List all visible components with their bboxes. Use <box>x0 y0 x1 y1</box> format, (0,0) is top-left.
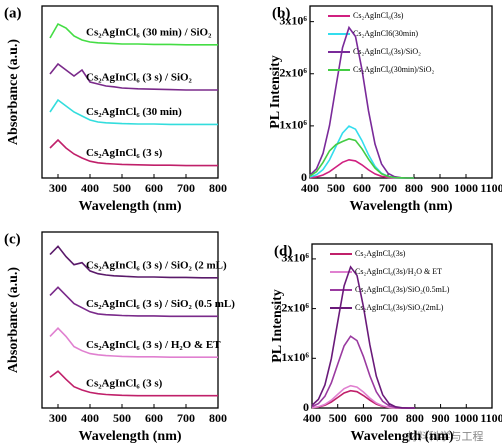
series-label: Cs₂AgInCl₆ (30 min) <box>86 106 182 118</box>
plot-frame <box>41 5 219 179</box>
x-tick-label: 800 <box>405 181 423 195</box>
x-tick-label: 400 <box>301 181 319 195</box>
series-line <box>49 370 218 397</box>
y-tick-label: 0 <box>301 170 307 184</box>
series-line <box>49 245 218 279</box>
legend-label: Cs₂AgInCl₆(30min)/SiO₂ <box>353 65 434 74</box>
legend-label: Cs₂AgInCl6(30min) <box>353 29 418 38</box>
legend-label: Cs₂AgInCl₆(3s)/SiO₂(0.5mL) <box>355 285 450 294</box>
x-axis-label: Wavelength (nm) <box>350 429 453 444</box>
series-line <box>309 138 414 179</box>
series-line <box>49 327 218 358</box>
x-axis-label: Wavelength (nm) <box>78 199 181 214</box>
series-line <box>49 286 218 318</box>
y-tick-label: 3x10⁶ <box>279 13 307 27</box>
series-label: Cs₂AgInCl₆ (3 s) <box>86 147 163 159</box>
x-tick-label: 600 <box>353 181 371 195</box>
x-tick-label: 900 <box>432 411 450 425</box>
panel-label: (d) <box>274 243 292 259</box>
series-line <box>49 62 218 91</box>
series-line <box>309 125 414 179</box>
x-tick-label: 300 <box>49 411 67 425</box>
series-line <box>49 138 218 167</box>
legend-label: Cs₂AgInCl₆(3s)/SiO₂(2mL) <box>355 303 444 312</box>
x-tick-label: 1000 <box>454 181 478 195</box>
x-tick-label: 500 <box>113 411 131 425</box>
x-tick-label: 400 <box>303 411 321 425</box>
x-tick-label: 900 <box>431 181 449 195</box>
x-tick-label: 600 <box>354 411 372 425</box>
legend-label: Cs₂AgInCl₆(3s)/H₂O & ET <box>355 267 442 276</box>
x-tick-label: 400 <box>81 181 99 195</box>
series-line <box>49 22 218 46</box>
x-tick-label: 500 <box>113 181 131 195</box>
legend-label: Cs₂AgInCl₆(3s)/SiO₂ <box>353 47 421 56</box>
y-axis-label: PL Intensity <box>268 55 283 129</box>
y-axis-label: Absorbance (a.u.) <box>6 39 21 146</box>
panel-label: (c) <box>4 231 21 247</box>
series-label: Cs₂AgInCl₆ (3 s) / H₂O & ET <box>86 339 221 351</box>
watermark: 材料科学与工程 <box>407 429 484 443</box>
panel-label: (a) <box>4 5 22 21</box>
x-tick-label: 700 <box>177 411 195 425</box>
series-line <box>49 98 218 126</box>
y-tick-label: 2x10⁶ <box>279 66 307 80</box>
x-axis-label: Wavelength (nm) <box>349 199 452 214</box>
x-tick-label: 300 <box>49 181 67 195</box>
series-label: Cs₂AgInCl₆ (3 s) <box>86 377 163 389</box>
x-tick-label: 1000 <box>454 411 478 425</box>
x-tick-label: 800 <box>209 181 227 195</box>
x-tick-label: 1100 <box>480 411 502 425</box>
y-tick-label: 1x10⁶ <box>281 350 309 364</box>
x-axis-label: Wavelength (nm) <box>78 429 181 444</box>
series-label: Cs₂AgInCl₆ (3 s) / SiO₂ (0.5 mL) <box>86 298 235 310</box>
y-tick-label: 1x10⁶ <box>279 118 307 132</box>
legend-label: Cs₂AgInCl₆(3s) <box>353 11 404 20</box>
x-tick-label: 500 <box>329 411 347 425</box>
series-label: Cs₂AgInCl₆ (30 min) / SiO₂ <box>86 26 212 38</box>
plot-frame <box>41 231 219 409</box>
series-label: Cs₂AgInCl₆ (3 s) / SiO₂ (2 mL) <box>86 259 227 271</box>
legend-label: Cs₂AgInCl₆(3s) <box>355 249 406 258</box>
y-tick-label: 0 <box>303 400 309 414</box>
x-tick-label: 400 <box>81 411 99 425</box>
x-tick-label: 800 <box>209 411 227 425</box>
y-tick-label: 3x10⁶ <box>281 251 309 265</box>
x-tick-label: 700 <box>379 181 397 195</box>
x-tick-label: 700 <box>177 181 195 195</box>
panel-label: (b) <box>272 5 290 21</box>
x-tick-label: 600 <box>145 181 163 195</box>
x-tick-label: 700 <box>380 411 398 425</box>
x-tick-label: 800 <box>406 411 424 425</box>
x-tick-label: 600 <box>145 411 163 425</box>
y-axis-label: Absorbance (a.u.) <box>6 267 21 374</box>
x-tick-label: 500 <box>327 181 345 195</box>
y-tick-label: 2x10⁶ <box>281 300 309 314</box>
series-line <box>311 265 415 409</box>
y-axis-label: PL Intensity <box>270 289 285 363</box>
x-tick-label: 1100 <box>480 181 502 195</box>
series-label: Cs₂AgInCl₆ (3 s) / SiO₂ <box>86 72 193 84</box>
